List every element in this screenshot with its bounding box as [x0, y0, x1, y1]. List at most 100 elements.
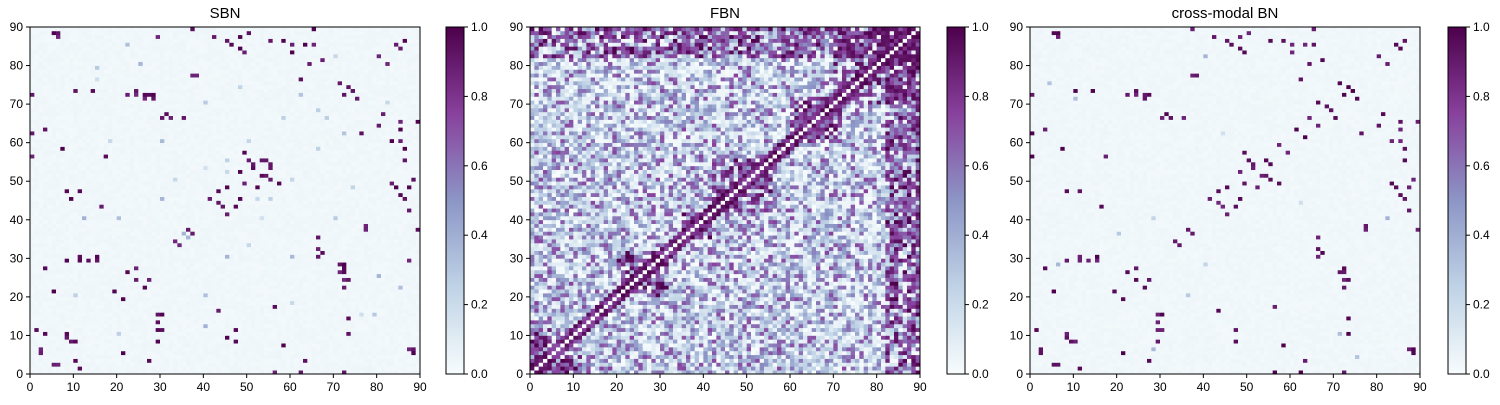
heatmap-cell: [43, 324, 48, 328]
heatmap-cell: [307, 224, 312, 228]
heatmap-cell: [329, 227, 334, 231]
heatmap-cell: [255, 328, 260, 332]
heatmap-cell: [199, 158, 204, 162]
heatmap-cell: [169, 270, 174, 274]
heatmap-cell: [208, 278, 213, 282]
heatmap-cell: [411, 251, 416, 255]
heatmap-cell: [381, 285, 386, 289]
heatmap-cell: [151, 181, 156, 185]
heatmap-cell: [320, 162, 325, 166]
heatmap-cell: [221, 201, 226, 205]
heatmap-cell: [242, 270, 247, 274]
heatmap-cell: [264, 343, 269, 347]
heatmap-cell: [390, 297, 395, 301]
heatmap-cell: [173, 308, 178, 312]
heatmap-cell: [290, 266, 295, 270]
heatmap-cell: [377, 281, 382, 285]
heatmap-cell: [56, 201, 61, 205]
heatmap-cell: [130, 285, 135, 289]
heatmap-cell: [411, 208, 416, 212]
heatmap-cell: [294, 262, 299, 266]
heatmap-cell: [130, 185, 135, 189]
heatmap-cell: [151, 220, 156, 224]
heatmap-cell: [359, 216, 364, 220]
heatmap-cell: [164, 366, 169, 370]
heatmap-cell: [73, 274, 78, 278]
heatmap-cell: [338, 270, 343, 274]
heatmap-cell: [160, 197, 165, 201]
heatmap-cell: [294, 254, 299, 258]
heatmap-cell: [212, 366, 217, 370]
heatmap-cell: [143, 231, 148, 235]
heatmap-cell: [147, 266, 152, 270]
heatmap-cell: [78, 254, 83, 258]
heatmap-cell: [359, 281, 364, 285]
heatmap-cell: [112, 320, 117, 324]
heatmap-cell: [273, 235, 278, 239]
heatmap-cell: [385, 166, 390, 170]
heatmap-cell: [299, 332, 304, 336]
heatmap-cell: [351, 281, 356, 285]
heatmap-cell: [43, 204, 48, 208]
heatmap-cell: [95, 235, 100, 239]
heatmap-cell: [294, 328, 299, 332]
heatmap-cell: [112, 335, 117, 339]
heatmap-cell: [394, 189, 399, 193]
heatmap-cell: [299, 270, 304, 274]
heatmap-cell: [255, 235, 260, 239]
heatmap-cell: [351, 359, 356, 363]
heatmap-cell: [186, 258, 191, 262]
heatmap-cell: [82, 278, 87, 282]
heatmap-cell: [138, 170, 143, 174]
heatmap-cell: [299, 193, 304, 197]
heatmap-cell: [234, 351, 239, 355]
heatmap-cell: [320, 339, 325, 343]
heatmap-cell: [359, 247, 364, 251]
heatmap-cell: [99, 285, 104, 289]
heatmap-cell: [407, 254, 412, 258]
heatmap-cell: [39, 305, 44, 309]
heatmap-cell: [338, 247, 343, 251]
heatmap-cell: [329, 174, 334, 178]
heatmap-cell: [411, 262, 416, 266]
heatmap-cell: [164, 343, 169, 347]
heatmap-cell: [199, 332, 204, 336]
heatmap-cell: [398, 254, 403, 258]
heatmap-cell: [268, 324, 273, 328]
heatmap-cell: [325, 351, 330, 355]
heatmap-cell: [169, 193, 174, 197]
heatmap-cell: [403, 355, 408, 359]
heatmap-cell: [130, 158, 135, 162]
heatmap-cell: [385, 270, 390, 274]
heatmap-cell: [147, 204, 152, 208]
heatmap-cell: [264, 320, 269, 324]
heatmap-cell: [203, 324, 208, 328]
heatmap-cell: [143, 189, 148, 193]
heatmap-cell: [316, 274, 321, 278]
heatmap-cell: [34, 316, 39, 320]
heatmap-cell: [30, 181, 35, 185]
heatmap-cell: [377, 166, 382, 170]
heatmap-cell: [351, 266, 356, 270]
heatmap-cell: [86, 339, 91, 343]
heatmap-cell: [125, 258, 130, 262]
heatmap-cell: [212, 324, 217, 328]
heatmap-cell: [30, 270, 35, 274]
heatmap-cell: [56, 262, 61, 266]
heatmap-cell: [134, 308, 139, 312]
heatmap-cell: [143, 297, 148, 301]
heatmap-cell: [359, 177, 364, 181]
heatmap-cell: [65, 359, 70, 363]
heatmap-cell: [65, 212, 70, 216]
heatmap-cell: [69, 274, 74, 278]
heatmap-cell: [177, 305, 182, 309]
heatmap-cell: [385, 239, 390, 243]
heatmap-cell: [351, 339, 356, 343]
heatmap-cell: [268, 247, 273, 251]
heatmap-cell: [325, 320, 330, 324]
heatmap-cell: [138, 316, 143, 320]
heatmap-cell: [247, 247, 252, 251]
heatmap-cell: [372, 308, 377, 312]
heatmap-cell: [95, 305, 100, 309]
heatmap-cell: [86, 320, 91, 324]
